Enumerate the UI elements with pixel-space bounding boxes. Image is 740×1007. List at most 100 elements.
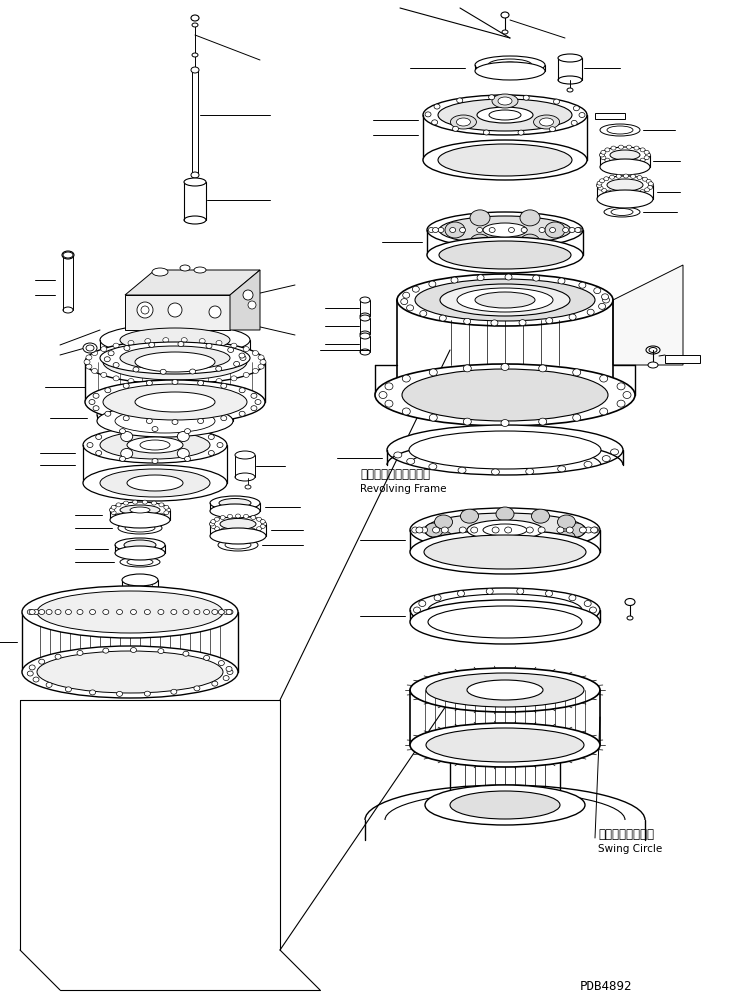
Ellipse shape bbox=[215, 518, 220, 522]
Ellipse shape bbox=[500, 62, 520, 68]
Ellipse shape bbox=[403, 375, 410, 382]
Ellipse shape bbox=[115, 403, 215, 427]
Polygon shape bbox=[125, 270, 260, 295]
Ellipse shape bbox=[607, 190, 611, 194]
Ellipse shape bbox=[488, 95, 494, 100]
Ellipse shape bbox=[460, 537, 479, 551]
Ellipse shape bbox=[438, 99, 572, 131]
Ellipse shape bbox=[410, 508, 600, 552]
Ellipse shape bbox=[124, 416, 130, 421]
Ellipse shape bbox=[103, 384, 247, 420]
Ellipse shape bbox=[394, 452, 402, 458]
Ellipse shape bbox=[486, 625, 494, 631]
Ellipse shape bbox=[127, 475, 183, 491]
Text: PDB4892: PDB4892 bbox=[580, 980, 633, 993]
Ellipse shape bbox=[463, 418, 471, 425]
Ellipse shape bbox=[498, 97, 512, 105]
Ellipse shape bbox=[397, 274, 613, 326]
Ellipse shape bbox=[451, 115, 477, 129]
Ellipse shape bbox=[141, 306, 149, 314]
Ellipse shape bbox=[235, 514, 240, 518]
Ellipse shape bbox=[637, 175, 642, 179]
Ellipse shape bbox=[640, 148, 645, 152]
Ellipse shape bbox=[145, 381, 151, 386]
Ellipse shape bbox=[445, 222, 465, 238]
Ellipse shape bbox=[439, 241, 571, 269]
Ellipse shape bbox=[642, 177, 648, 181]
Ellipse shape bbox=[128, 340, 134, 345]
Ellipse shape bbox=[77, 651, 83, 656]
Ellipse shape bbox=[95, 450, 101, 455]
Ellipse shape bbox=[181, 337, 187, 342]
Ellipse shape bbox=[212, 681, 218, 686]
Ellipse shape bbox=[194, 609, 200, 614]
Ellipse shape bbox=[231, 376, 237, 381]
Ellipse shape bbox=[158, 609, 164, 614]
Ellipse shape bbox=[110, 512, 170, 528]
Ellipse shape bbox=[127, 437, 183, 453]
Ellipse shape bbox=[260, 525, 265, 529]
Ellipse shape bbox=[90, 690, 95, 695]
Ellipse shape bbox=[457, 118, 471, 126]
Ellipse shape bbox=[558, 278, 565, 284]
Ellipse shape bbox=[645, 153, 650, 157]
Ellipse shape bbox=[194, 267, 206, 273]
Ellipse shape bbox=[477, 275, 484, 281]
Ellipse shape bbox=[208, 434, 215, 439]
Ellipse shape bbox=[147, 381, 152, 386]
Ellipse shape bbox=[602, 294, 608, 300]
Ellipse shape bbox=[226, 609, 232, 614]
Ellipse shape bbox=[539, 365, 547, 372]
Ellipse shape bbox=[130, 648, 136, 653]
Ellipse shape bbox=[65, 687, 72, 692]
Ellipse shape bbox=[457, 623, 465, 629]
Ellipse shape bbox=[198, 381, 204, 386]
Ellipse shape bbox=[557, 515, 576, 529]
Ellipse shape bbox=[223, 676, 229, 681]
Ellipse shape bbox=[184, 456, 190, 461]
Ellipse shape bbox=[600, 124, 640, 136]
Ellipse shape bbox=[419, 600, 426, 606]
Ellipse shape bbox=[558, 54, 582, 62]
Ellipse shape bbox=[84, 359, 90, 365]
Ellipse shape bbox=[440, 284, 570, 316]
Ellipse shape bbox=[591, 527, 598, 533]
Ellipse shape bbox=[630, 174, 636, 178]
Ellipse shape bbox=[533, 275, 539, 281]
Ellipse shape bbox=[517, 588, 524, 594]
Ellipse shape bbox=[252, 350, 258, 355]
Ellipse shape bbox=[221, 516, 225, 520]
Ellipse shape bbox=[645, 187, 650, 191]
Ellipse shape bbox=[605, 158, 610, 162]
Ellipse shape bbox=[100, 431, 210, 459]
Ellipse shape bbox=[433, 527, 440, 533]
Ellipse shape bbox=[152, 515, 156, 519]
Ellipse shape bbox=[127, 559, 153, 566]
Ellipse shape bbox=[360, 297, 370, 303]
Ellipse shape bbox=[111, 506, 116, 510]
Ellipse shape bbox=[124, 540, 156, 550]
Ellipse shape bbox=[115, 546, 165, 560]
Ellipse shape bbox=[55, 609, 61, 614]
Ellipse shape bbox=[110, 508, 115, 512]
Ellipse shape bbox=[410, 723, 600, 767]
Ellipse shape bbox=[567, 523, 585, 537]
Ellipse shape bbox=[470, 234, 490, 250]
Ellipse shape bbox=[260, 520, 265, 524]
Ellipse shape bbox=[119, 456, 126, 461]
Ellipse shape bbox=[142, 516, 147, 520]
Ellipse shape bbox=[591, 527, 599, 533]
Ellipse shape bbox=[576, 228, 582, 233]
Ellipse shape bbox=[226, 667, 232, 672]
Ellipse shape bbox=[121, 448, 132, 458]
Ellipse shape bbox=[231, 343, 237, 348]
Ellipse shape bbox=[427, 237, 583, 273]
Ellipse shape bbox=[210, 516, 266, 532]
Ellipse shape bbox=[65, 609, 72, 614]
Ellipse shape bbox=[617, 383, 625, 390]
Ellipse shape bbox=[252, 369, 258, 374]
Ellipse shape bbox=[558, 76, 582, 84]
Ellipse shape bbox=[531, 537, 550, 551]
Ellipse shape bbox=[545, 623, 553, 629]
Ellipse shape bbox=[566, 527, 574, 533]
